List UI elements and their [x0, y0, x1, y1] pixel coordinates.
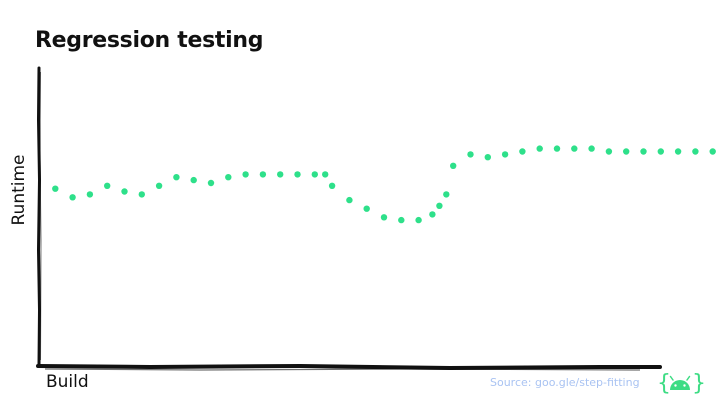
- android-logo-icon: { }: [657, 371, 704, 396]
- data-point: [138, 191, 145, 198]
- data-point: [322, 171, 329, 178]
- data-point: [709, 148, 716, 155]
- data-point: [553, 145, 561, 152]
- data-point: [640, 148, 647, 155]
- data-point: [363, 205, 370, 212]
- svg-text:}: }: [692, 371, 704, 396]
- data-point: [657, 148, 664, 155]
- x-axis-roughness: [44, 368, 641, 371]
- data-point: [501, 151, 509, 158]
- source-link[interactable]: Source: goo.gle/step-fitting: [490, 376, 640, 389]
- x-axis-label: Build: [46, 372, 89, 392]
- data-point: [69, 194, 76, 201]
- data-point: [155, 182, 163, 189]
- data-point: [86, 191, 94, 198]
- data-point: [173, 174, 180, 181]
- data-point: [380, 214, 388, 221]
- y-axis-roughness: [39, 71, 42, 361]
- data-point: [436, 202, 443, 209]
- data-point: [536, 145, 543, 152]
- data-point: [571, 145, 578, 152]
- data-point: [605, 148, 613, 155]
- data-point: [443, 191, 450, 198]
- data-point: [450, 162, 457, 169]
- x-axis: [36, 363, 662, 371]
- svg-text:{: {: [657, 371, 671, 396]
- data-point: [259, 171, 267, 178]
- data-point: [429, 211, 436, 218]
- data-point: [519, 148, 526, 155]
- data-point: [415, 216, 422, 224]
- data-point: [467, 151, 474, 158]
- y-axis-label: Runtime: [9, 154, 29, 226]
- data-point: [277, 171, 284, 178]
- data-points: [52, 145, 716, 224]
- data-point: [328, 182, 336, 189]
- data-point: [242, 171, 249, 178]
- data-point: [121, 188, 128, 195]
- data-point: [484, 154, 491, 161]
- data-point: [225, 174, 232, 181]
- data-point: [190, 176, 197, 184]
- y-axis: [36, 66, 42, 366]
- data-point: [311, 171, 318, 178]
- data-point: [674, 148, 682, 155]
- data-point: [588, 145, 595, 152]
- data-point: [104, 182, 111, 189]
- data-point: [623, 148, 630, 155]
- data-point: [207, 179, 215, 187]
- data-point: [692, 148, 699, 155]
- data-point: [346, 196, 353, 204]
- data-point: [52, 185, 59, 192]
- data-point: [294, 171, 301, 178]
- chart-title: Regression testing: [35, 28, 264, 53]
- data-point: [398, 216, 405, 224]
